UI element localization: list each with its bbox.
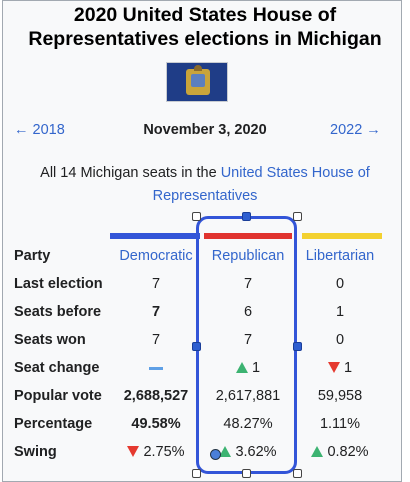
rep-popular-vote: 2,617,881 (215, 388, 281, 404)
dem-seat-change (112, 360, 200, 376)
dem-last-election: 7 (151, 276, 161, 292)
dem-percentage: 49.58% (131, 416, 181, 432)
rep-percentage: 48.27% (223, 416, 273, 432)
triangle-up-icon (311, 446, 324, 457)
rep-swing-value: 3.62% (235, 444, 277, 460)
lib-seats-before: 1 (335, 304, 345, 320)
title-line-2: Representatives elections in Michigan (28, 28, 382, 50)
triangle-down-icon (327, 362, 340, 373)
libertarian-color-bar (302, 233, 382, 239)
libertarian-party-link[interactable]: Libertarian (305, 248, 375, 264)
michigan-flag-icon[interactable] (166, 62, 228, 102)
lib-popular-vote: 59,958 (317, 388, 363, 404)
rep-seat-change-value: 1 (251, 360, 261, 376)
lib-percentage: 1.11% (319, 416, 361, 432)
rep-last-election: 7 (243, 276, 253, 292)
dem-swing: 2.75% (112, 444, 200, 460)
dem-seats-before: 7 (151, 304, 161, 320)
rep-swing: 3.62% (206, 444, 290, 460)
dem-swing-value: 2.75% (143, 444, 185, 460)
republican-party-link[interactable]: Republican (211, 248, 285, 264)
previous-election-link[interactable]: ← 2018 (14, 122, 65, 138)
seat-change-label: Seat change (14, 360, 100, 376)
next-election-link[interactable]: 2022 → (330, 122, 381, 138)
dem-popular-vote: 2,688,527 (123, 388, 189, 404)
triangle-up-icon (219, 446, 232, 457)
party-label: Party (14, 248, 51, 264)
election-date: November 3, 2020 (143, 122, 267, 138)
lib-seats-won: 0 (335, 332, 345, 348)
selection-box[interactable] (196, 216, 297, 474)
infobox-title: 2020 United States House of Representati… (0, 3, 410, 51)
lib-swing-value: 0.82% (327, 444, 369, 460)
caption-text: All 14 Michigan seats in the (40, 165, 221, 181)
us-house-link-continued[interactable]: Representatives (152, 188, 258, 204)
lib-last-election: 0 (335, 276, 345, 292)
rep-seats-won: 7 (243, 332, 253, 348)
resize-handle-top-left[interactable] (192, 212, 201, 221)
lib-seat-change-value: 1 (343, 360, 353, 376)
resize-handle-right[interactable] (293, 342, 302, 351)
triangle-down-icon (127, 446, 140, 457)
resize-handle-bottom[interactable] (242, 469, 251, 478)
lib-swing: 0.82% (300, 444, 380, 460)
seats-before-label: Seats before (14, 304, 102, 320)
percentage-label: Percentage (14, 416, 93, 432)
republican-color-bar (204, 233, 292, 239)
us-house-link[interactable]: United States House of (220, 165, 370, 181)
democratic-color-bar (110, 233, 200, 239)
triangle-up-icon (235, 362, 248, 373)
title-line-1: 2020 United States House of (73, 4, 337, 26)
lib-seat-change: 1 (300, 360, 380, 376)
swing-label: Swing (14, 444, 57, 460)
resize-handle-bottom-left[interactable] (192, 469, 201, 478)
resize-handle-bottom-right[interactable] (293, 469, 302, 478)
infobox-caption: All 14 Michigan seats in the United Stat… (20, 162, 390, 208)
seats-won-label: Seats won (14, 332, 86, 348)
flag-seal-icon (186, 65, 210, 95)
last-election-label: Last election (14, 276, 103, 292)
rep-seat-change: 1 (206, 360, 290, 376)
dem-seats-won: 7 (151, 332, 161, 348)
rotation-handle-icon[interactable] (210, 449, 221, 460)
resize-handle-left[interactable] (192, 342, 201, 351)
rep-seats-before: 6 (243, 304, 253, 320)
resize-handle-top-right[interactable] (293, 212, 302, 221)
dash-icon (149, 366, 163, 370)
resize-handle-top[interactable] (242, 212, 251, 221)
democratic-party-link[interactable]: Democratic (119, 248, 193, 264)
popular-vote-label: Popular vote (14, 388, 102, 404)
